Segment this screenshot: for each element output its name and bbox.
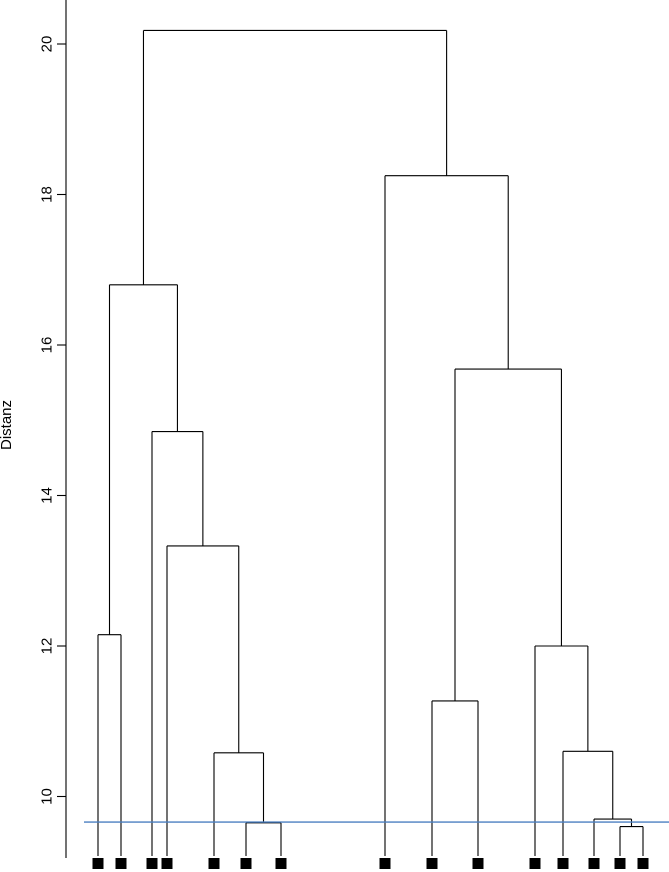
leaf-marker — [557, 858, 569, 869]
y-tick-label: 16 — [38, 337, 55, 354]
leaf-marker — [146, 858, 158, 869]
y-tick-label: 12 — [38, 638, 55, 655]
leaf-marker — [379, 858, 391, 869]
y-tick-label: 14 — [38, 487, 55, 504]
leaf-marker — [426, 858, 438, 869]
leaf-marker — [208, 858, 220, 869]
y-tick-label: 20 — [38, 36, 55, 53]
dendrogram-branches — [97, 29, 644, 856]
y-tick-label: 18 — [38, 186, 55, 203]
leaf-marker — [115, 858, 127, 869]
leaf-marker — [92, 858, 104, 869]
leaf-marker — [614, 858, 626, 869]
y-axis-title: Distanz — [0, 400, 15, 450]
y-tick-label: 10 — [38, 788, 55, 805]
leaf-marker — [240, 858, 252, 869]
y-axis: 10 12 14 16 18 20 — [38, 0, 67, 858]
leaf-marker — [529, 858, 541, 869]
leaf-marker — [161, 858, 173, 869]
leaf-marker — [588, 858, 600, 869]
leaf-marker — [472, 858, 484, 869]
leaf-marker — [637, 858, 649, 869]
leaf-marker — [275, 858, 287, 869]
leaf-markers — [92, 858, 649, 869]
